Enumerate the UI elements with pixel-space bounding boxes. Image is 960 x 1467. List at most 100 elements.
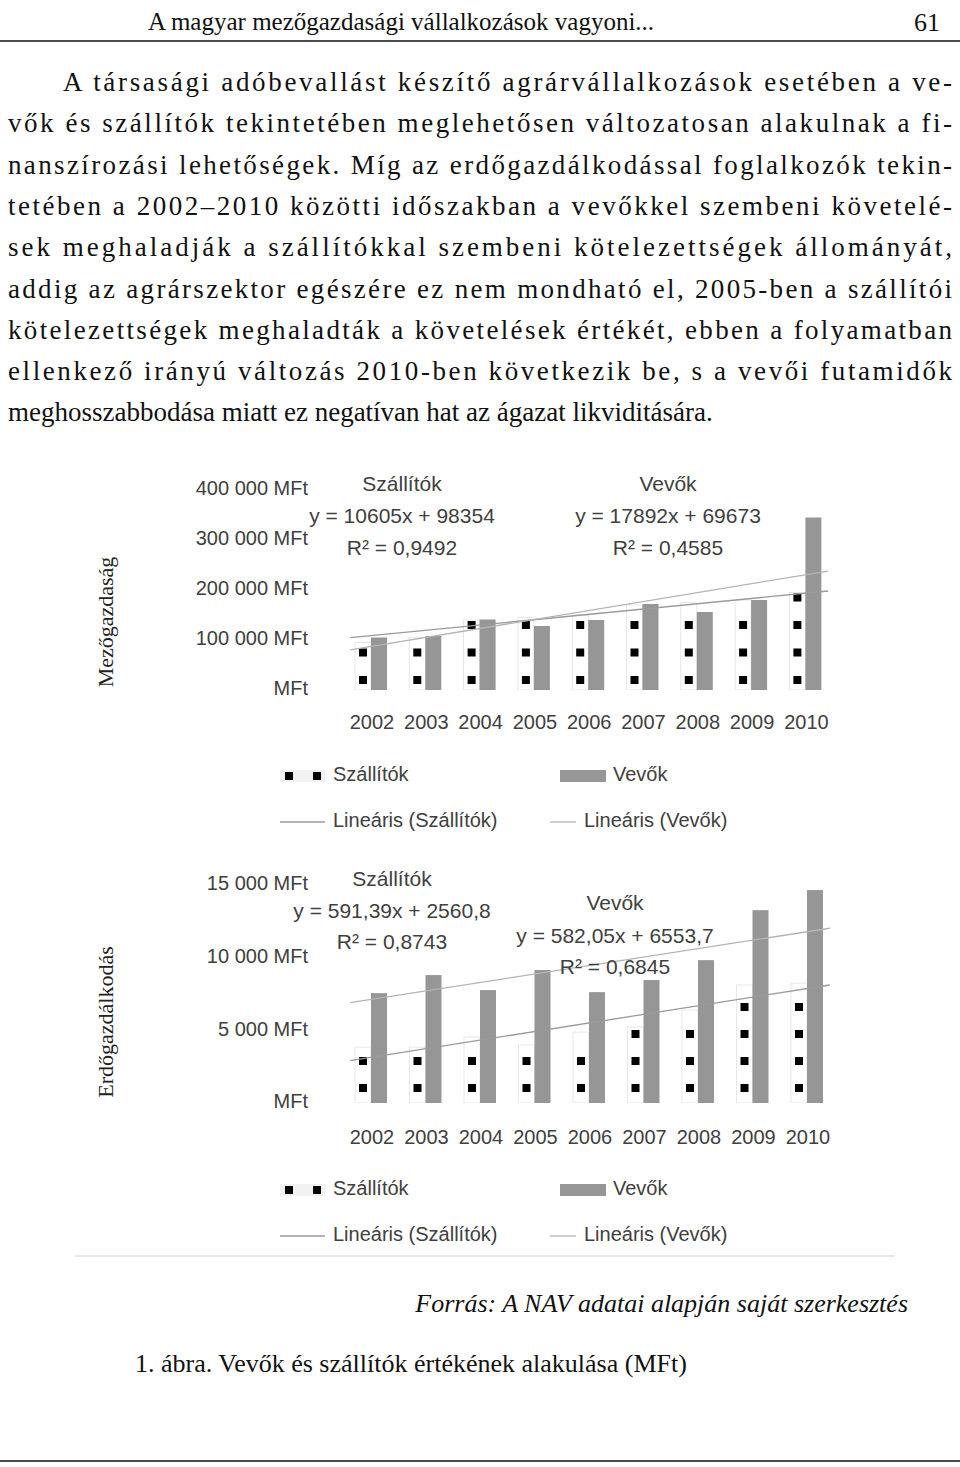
legend-label: Szállítók	[333, 1177, 410, 1199]
x-tick-label: 2009	[730, 711, 775, 733]
bar-pattern	[359, 1084, 367, 1092]
bar-pattern	[793, 676, 801, 684]
bar-pattern	[795, 1003, 803, 1011]
trend-line	[350, 591, 828, 638]
bar-pattern	[631, 621, 639, 629]
bar	[480, 620, 496, 691]
legend-swatch-mark	[285, 772, 293, 780]
legend-label: Vevők	[613, 763, 668, 785]
bar-pattern	[739, 676, 747, 684]
bar-pattern	[576, 676, 584, 684]
bar	[627, 605, 643, 690]
bar-pattern	[631, 649, 639, 657]
bar-pattern	[468, 1057, 476, 1065]
trend-line	[350, 571, 828, 650]
chart-title: Erdőgazdálkodás	[93, 946, 118, 1098]
y-tick-label: MFt	[274, 677, 309, 699]
bar-pattern	[632, 1057, 640, 1065]
y-tick-label: MFt	[274, 1090, 309, 1112]
body-line: kötelezettségek meghaladták a követelése…	[8, 315, 952, 345]
bar-pattern	[414, 1084, 422, 1092]
x-tick-label: 2007	[621, 711, 666, 733]
running-title: A magyar mezőgazdasági vállalkozások vag…	[148, 8, 654, 35]
header-rule	[0, 40, 960, 42]
body-line: sek meghaladják a szállítókkal szembeni …	[8, 232, 952, 262]
bar-pattern	[576, 649, 584, 657]
bar	[643, 604, 659, 690]
bar	[805, 518, 821, 691]
bar	[519, 1045, 535, 1103]
bar-pattern	[632, 1030, 640, 1038]
bar-pattern	[523, 1084, 531, 1092]
footer-rule	[0, 1460, 960, 1462]
legend-swatch-line	[550, 1235, 576, 1236]
legend-swatch-mark	[313, 772, 321, 780]
y-tick-label: 300 000 MFt	[196, 527, 309, 549]
bar-pattern	[576, 621, 584, 629]
annotation-series: Vevők	[639, 472, 697, 495]
figure-rule	[75, 1256, 895, 1257]
legend-label: Lineáris (Vevők)	[584, 1223, 727, 1245]
legend-swatch	[280, 770, 326, 782]
x-tick-label: 2004	[458, 711, 503, 733]
bar	[355, 643, 371, 691]
bar-pattern	[359, 676, 367, 684]
bar	[425, 636, 441, 690]
x-tick-label: 2003	[404, 1126, 449, 1148]
annotation-equation: y = 17892x + 69673	[575, 504, 761, 527]
bar	[572, 615, 588, 690]
bar	[681, 603, 697, 691]
bar-pattern	[686, 1030, 694, 1038]
y-tick-label: 200 000 MFt	[196, 577, 309, 599]
chart: ErdőgazdálkodásMFt5 000 MFt10 000 MFt15 …	[93, 867, 830, 1246]
bar	[791, 983, 807, 1103]
bar	[807, 890, 823, 1103]
x-tick-label: 2002	[350, 711, 395, 733]
chart-title: Mezőgazdaság	[93, 557, 118, 688]
bar	[426, 975, 442, 1103]
legend-label: Szállítók	[333, 763, 410, 785]
annotation-r2: R² = 0,4585	[613, 536, 723, 559]
y-tick-label: 10 000 MFt	[207, 945, 309, 967]
annotation-series: Szállítók	[352, 867, 432, 890]
bar	[534, 626, 550, 690]
x-tick-label: 2010	[784, 711, 829, 733]
x-tick-label: 2008	[677, 1126, 722, 1148]
bar	[737, 985, 753, 1103]
bar-pattern	[522, 621, 530, 629]
bar-pattern	[468, 676, 476, 684]
x-tick-label: 2005	[513, 711, 558, 733]
bar-pattern	[686, 1057, 694, 1065]
x-tick-label: 2003	[404, 711, 449, 733]
bar-pattern	[739, 621, 747, 629]
legend-swatch-line	[550, 821, 576, 822]
bar	[409, 638, 425, 691]
bar	[751, 600, 767, 690]
bar	[588, 620, 604, 690]
bar-pattern	[577, 1057, 585, 1065]
page-number: 61	[914, 8, 940, 37]
x-tick-label: 2006	[568, 1126, 613, 1148]
body-line: nanszírozási lehetőségek. Míg az erdőgaz…	[8, 150, 952, 180]
bar-pattern	[632, 1084, 640, 1092]
bar-pattern	[631, 676, 639, 684]
x-tick-label: 2010	[786, 1126, 831, 1148]
x-tick-label: 2004	[459, 1126, 504, 1148]
body-line: ellenkező irányú változás 2010-ben követ…	[8, 356, 953, 386]
annotation-equation: y = 582,05x + 6553,7	[516, 924, 713, 947]
bar-pattern	[522, 649, 530, 657]
bar-pattern	[795, 1030, 803, 1038]
legend-swatch	[560, 1184, 606, 1196]
legend-label: Lineáris (Vevők)	[584, 809, 727, 831]
x-tick-label: 2006	[567, 711, 612, 733]
figure-caption: 1. ábra. Vevők és szállítók értékének al…	[135, 1349, 687, 1378]
bar-pattern	[741, 1030, 749, 1038]
legend-swatch-line	[280, 1235, 325, 1236]
body-line: meghosszabbodása miatt ez negatívan hat …	[8, 397, 713, 427]
bar-pattern	[686, 1084, 694, 1092]
bar-pattern	[413, 649, 421, 657]
bar-pattern	[739, 649, 747, 657]
legend-swatch	[560, 770, 606, 782]
y-tick-label: 400 000 MFt	[196, 477, 309, 499]
body-line: addig az agrárszektor egészére ez nem mo…	[8, 274, 952, 304]
